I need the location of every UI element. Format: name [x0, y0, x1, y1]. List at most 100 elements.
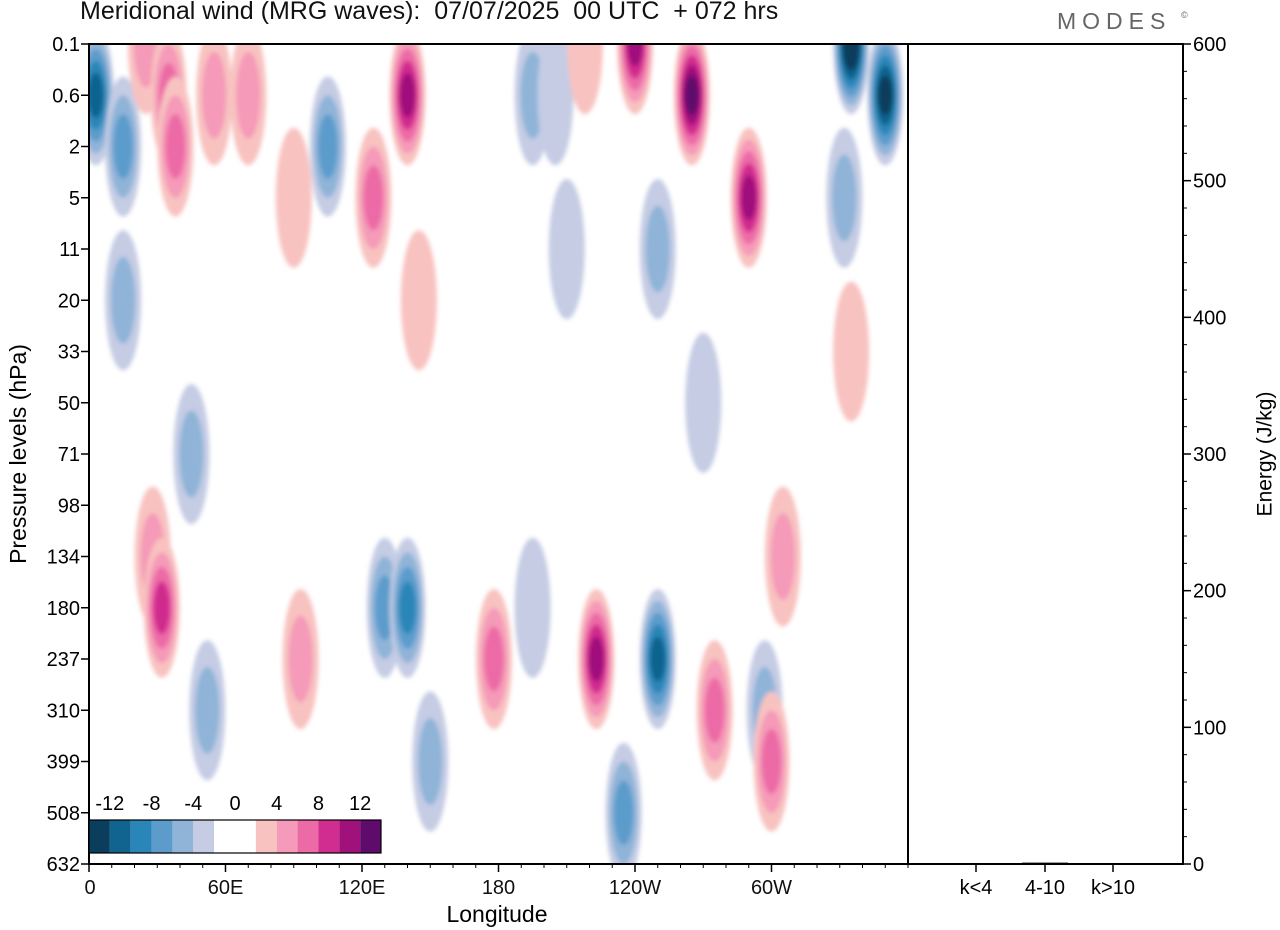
y-tick-label: 98 [58, 495, 80, 517]
colorbar-swatch [318, 820, 340, 853]
wind-anomaly-23 [400, 230, 437, 371]
wind-anomaly-19 [826, 127, 863, 268]
wind-anomaly-35 [514, 537, 551, 678]
wind-anomaly-42 [753, 691, 790, 832]
copyright-mark: © [1181, 10, 1188, 20]
y-tick-label: 20 [58, 290, 80, 312]
wind-anomaly-12 [537, 44, 574, 166]
energy-category-label: k>10 [1091, 877, 1135, 899]
wind-anomaly-8 [275, 127, 312, 268]
y-tick-label: 134 [47, 547, 80, 569]
colorbar-swatch [255, 820, 277, 853]
wind-anomaly-37 [639, 588, 676, 730]
colorbar-label: 8 [313, 793, 324, 815]
wind-anomaly-28 [143, 537, 180, 678]
y-tick-label: 399 [47, 752, 80, 774]
colorbar-swatch [172, 820, 194, 853]
energy-tick-label: 100 [1193, 717, 1226, 739]
energy-tick-label: 200 [1193, 581, 1226, 603]
colorbar-swatch [339, 820, 361, 853]
wind-anomaly-17 [833, 44, 870, 115]
wind-anomaly-16 [730, 127, 767, 268]
wind-anomaly-21 [548, 178, 585, 320]
x-tick-label: 120E [339, 877, 386, 899]
energy-category-label: 4-10 [1025, 877, 1065, 899]
colorbar-swatch [297, 820, 319, 853]
y-tick-label: 508 [47, 803, 80, 825]
y-tick-label: 632 [47, 854, 80, 876]
wind-anomaly-15 [673, 44, 710, 166]
wind-anomaly-20 [639, 178, 676, 320]
energy-axis-title: Energy (J/kg) [1254, 392, 1277, 517]
colorbar-swatch [276, 820, 298, 853]
wind-anomaly-29 [189, 640, 226, 781]
colorbar-swatch [360, 820, 381, 853]
wind-anomaly-5 [196, 44, 233, 166]
y-tick-label: 180 [47, 598, 80, 620]
colorbar-swatch [109, 820, 131, 853]
modes-logo: MODES [1057, 8, 1172, 34]
x-axis: 0 60E 120E 180 120W 60W Longitude [84, 864, 909, 927]
x-tick-label: 60W [751, 877, 792, 899]
y-axis-title: Pressure levels (hPa) [5, 344, 31, 564]
y-tick-label: 33 [58, 342, 80, 364]
energy-tick-label: 500 [1193, 171, 1226, 193]
energy-bar-k>10 [1090, 863, 1136, 864]
colorbar: -12 -8 -4 0 4 8 12 [88, 793, 382, 854]
contour-field [89, 44, 904, 864]
wind-anomaly-41 [764, 486, 801, 627]
wind-anomaly-18 [867, 44, 904, 166]
energy-tick-label: 400 [1193, 307, 1226, 329]
colorbar-label: -12 [95, 793, 124, 815]
colorbar-swatch [214, 820, 235, 853]
y-tick-label: 2 [69, 137, 80, 159]
colorbar-swatch [193, 820, 215, 853]
wind-anomaly-34 [475, 588, 512, 730]
wind-anomaly-30 [282, 588, 319, 730]
wind-anomaly-14 [617, 44, 653, 115]
energy-bar-k<4 [953, 863, 999, 864]
x-tick-label: 60E [208, 877, 244, 899]
wind-anomaly-26 [173, 383, 210, 525]
chart-title: Meridional wind (MRG waves): 07/07/2025 … [80, 0, 779, 25]
wind-anomaly-6 [230, 44, 267, 166]
energy-category-label: k<4 [960, 877, 993, 899]
wind-anomaly-36 [578, 588, 615, 730]
colorbar-label: 0 [229, 793, 240, 815]
colorbar-swatch [151, 820, 173, 853]
wind-anomaly-7 [309, 76, 346, 217]
y-tick-label: 50 [58, 393, 80, 415]
y-tick-label: 310 [47, 700, 80, 722]
wind-anomaly-25 [685, 332, 722, 473]
colorbar-swatch [130, 820, 152, 853]
wind-anomaly-39 [696, 640, 733, 781]
x-tick-label: 0 [84, 877, 95, 899]
y-tick-label: 0.1 [52, 34, 80, 56]
colorbar-label: 12 [349, 793, 371, 815]
wind-anomaly-13 [566, 44, 603, 115]
colorbar-swatch [89, 820, 110, 853]
energy-bar-4-10 [1022, 862, 1068, 864]
energy-tick-label: 0 [1193, 854, 1204, 876]
wind-anomaly-22 [105, 230, 142, 371]
colorbar-label: 4 [271, 793, 282, 815]
energy-plot-frame [907, 43, 1184, 865]
x-axis-title: Longitude [446, 901, 547, 927]
y-tick-label: 71 [58, 444, 80, 466]
wind-anomaly-24 [833, 281, 870, 422]
y-tick-label: 0.6 [52, 85, 80, 107]
x-tick-label: 120W [609, 877, 661, 899]
colorbar-frame [88, 819, 382, 854]
wind-anomaly-32 [389, 537, 426, 678]
colorbar-label: -4 [184, 793, 202, 815]
colorbar-label: -8 [143, 793, 161, 815]
colorbar-swatch [235, 820, 256, 853]
energy-tick-label: 300 [1193, 444, 1226, 466]
y-tick-label: 11 [59, 239, 80, 261]
wind-anomaly-4 [157, 76, 194, 217]
wind-anomaly-33 [412, 691, 449, 832]
wind-anomaly-38 [605, 742, 642, 864]
wind-anomaly-1 [105, 76, 142, 217]
y-tick-label: 237 [47, 649, 80, 671]
